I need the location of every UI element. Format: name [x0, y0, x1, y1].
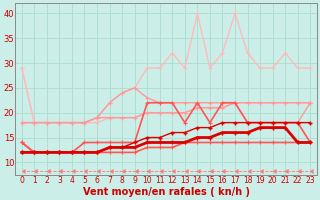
X-axis label: Vent moyen/en rafales ( kn/h ): Vent moyen/en rafales ( kn/h ) — [83, 187, 250, 197]
